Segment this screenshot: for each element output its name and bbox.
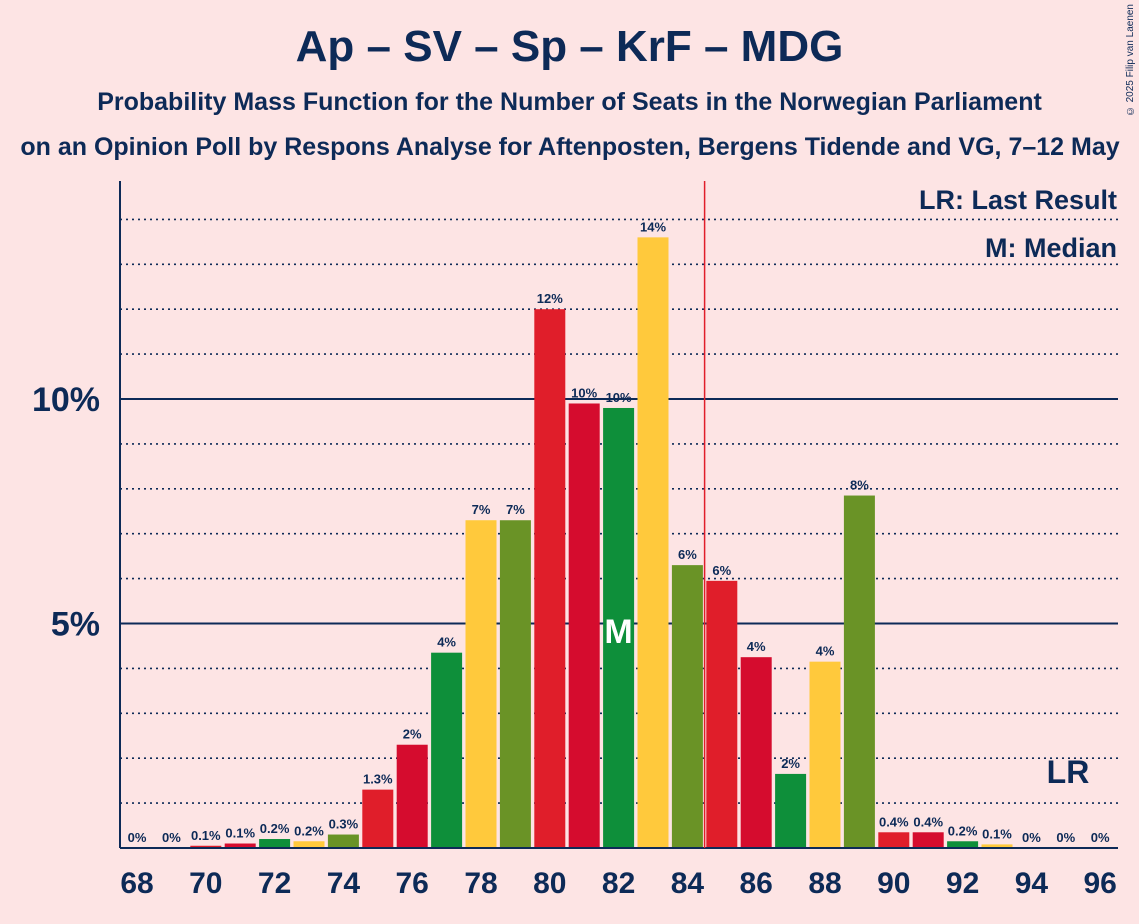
data-label-85: 6%	[712, 563, 731, 578]
data-label-84: 6%	[678, 547, 697, 562]
data-label-75: 1.3%	[363, 772, 393, 787]
bar-85	[706, 580, 738, 848]
data-label-86: 4%	[747, 639, 766, 654]
bar-87	[775, 773, 807, 848]
data-label-80: 12%	[537, 291, 563, 306]
x-tick-76: 76	[396, 867, 429, 900]
data-label-96: 0%	[1091, 830, 1110, 845]
axes	[119, 181, 1118, 849]
data-label-81: 10%	[571, 385, 597, 400]
data-label-91: 0.4%	[913, 814, 943, 829]
x-tick-84: 84	[671, 867, 705, 900]
chart-title: Ap – SV – Sp – KrF – MDG	[295, 22, 844, 71]
bar-83	[637, 237, 669, 849]
data-label-73: 0.2%	[294, 823, 324, 838]
legend-entry-1: M: Median	[985, 233, 1117, 263]
data-label-89: 8%	[850, 478, 869, 493]
data-label-68: 0%	[128, 830, 147, 845]
data-label-72: 0.2%	[260, 821, 290, 836]
bar-88	[809, 661, 841, 848]
data-label-76: 2%	[403, 727, 422, 742]
y-tick-10: 10%	[32, 381, 100, 419]
x-tick-94: 94	[1015, 867, 1049, 900]
data-label-77: 4%	[437, 635, 456, 650]
bar-77	[431, 652, 463, 848]
data-label-70: 0.1%	[191, 828, 221, 843]
x-tick-96: 96	[1084, 867, 1117, 900]
x-tick-74: 74	[327, 867, 361, 900]
x-tick-70: 70	[189, 867, 222, 900]
bar-76	[396, 744, 428, 848]
y-tick-5: 5%	[51, 606, 100, 644]
data-label-82: 10%	[606, 390, 632, 405]
x-tick-88: 88	[808, 867, 841, 900]
x-tick-80: 80	[533, 867, 566, 900]
data-label-87: 2%	[781, 756, 800, 771]
bar-89	[843, 495, 875, 848]
x-tick-78: 78	[464, 867, 497, 900]
bar-79	[499, 520, 531, 848]
chart-subtitle: Probability Mass Function for the Number…	[97, 88, 1042, 116]
data-label-79: 7%	[506, 502, 525, 517]
data-label-92: 0.2%	[948, 823, 978, 838]
bar-91	[912, 832, 944, 848]
bar-70	[190, 845, 222, 848]
x-tick-labels: 68 70 72 74 76 78 80 82 84 86 88 90 92 94 96	[120, 867, 1117, 900]
bars	[190, 237, 1013, 849]
y-tick-labels: 5% 10%	[32, 381, 100, 644]
bar-72	[259, 839, 291, 848]
bar-90	[878, 832, 910, 848]
bar-75	[362, 789, 394, 848]
data-label-78: 7%	[472, 502, 491, 517]
data-label-90: 0.4%	[879, 814, 909, 829]
bar-86	[740, 657, 772, 848]
chart-subtitle-2: on an Opinion Poll by Respons Analyse fo…	[20, 133, 1120, 161]
bar-82	[603, 407, 635, 848]
data-label-71: 0.1%	[225, 826, 255, 841]
legend-entry-0: LR: Last Result	[919, 185, 1117, 215]
x-tick-68: 68	[120, 867, 153, 900]
last-result-label: LR	[1047, 754, 1090, 790]
bar-81	[568, 403, 600, 848]
x-tick-82: 82	[602, 867, 635, 900]
data-label-83: 14%	[640, 219, 666, 234]
bar-74	[327, 834, 359, 848]
bar-78	[465, 520, 497, 848]
bar-73	[293, 841, 325, 848]
data-label-69: 0%	[162, 830, 181, 845]
median-marker: M	[604, 613, 632, 651]
bar-93	[981, 844, 1013, 848]
legend: LR: Last Result M: Median	[919, 185, 1117, 263]
bar-80	[534, 309, 566, 848]
data-label-95: 0%	[1056, 830, 1075, 845]
markers: M LR	[604, 181, 1089, 848]
data-labels: 0% 0% 0.1% 0.1% 0.2% 0.2% 0.3% 1.3% 2% 4% 7% 7% 12% 1…	[128, 219, 1110, 845]
x-tick-90: 90	[877, 867, 910, 900]
data-label-94: 0%	[1022, 830, 1041, 845]
data-label-74: 0.3%	[329, 817, 359, 832]
bar-92	[947, 841, 979, 848]
data-label-93: 0.1%	[982, 826, 1012, 841]
data-label-88: 4%	[816, 644, 835, 659]
bar-71	[224, 843, 256, 848]
x-tick-86: 86	[740, 867, 773, 900]
bar-84	[671, 565, 703, 848]
x-tick-72: 72	[258, 867, 291, 900]
x-tick-92: 92	[946, 867, 979, 900]
